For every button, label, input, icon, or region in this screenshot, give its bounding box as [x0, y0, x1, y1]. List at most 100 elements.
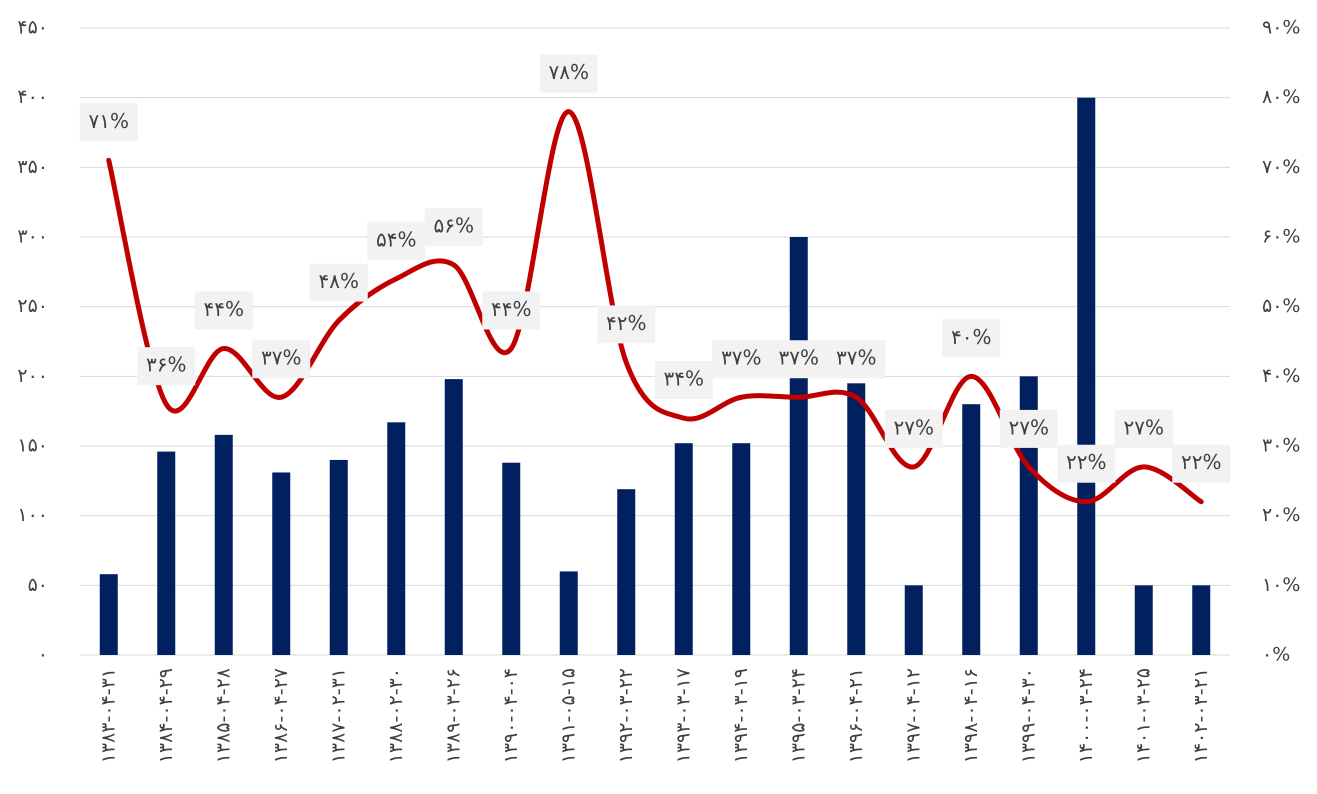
- y-tick-label: ۵۰: [28, 574, 48, 596]
- data-label: ۲۷%: [1009, 415, 1050, 439]
- data-label-box: [137, 347, 196, 386]
- data-label: ۴۰%: [951, 325, 992, 349]
- data-label: ۷۸%: [549, 60, 590, 84]
- y2-tick-label: ۶۰%: [1262, 226, 1300, 248]
- data-label-box: [827, 340, 886, 379]
- data-label: ۲۲%: [1066, 450, 1107, 474]
- bar: [444, 379, 463, 655]
- y-tick-label: ۱۰۰: [17, 504, 48, 526]
- y-tick-label: ۲۰۰: [17, 365, 48, 387]
- y2-tick-label: ۹۰%: [1262, 17, 1300, 39]
- data-label: ۳۶%: [146, 353, 187, 377]
- x-tick-label: ۱۳۹۸-۰۴-۱۶: [960, 668, 982, 763]
- data-label: ۴۴%: [204, 297, 245, 321]
- data-label: ۳۷%: [721, 346, 762, 370]
- y-tick-label: ۰: [38, 644, 48, 666]
- data-label: ۷۱%: [89, 109, 130, 133]
- data-label-box: [999, 409, 1058, 448]
- x-tick-label: ۱۳۸۳-۰۴-۳۱: [97, 668, 119, 763]
- bar: [157, 451, 176, 655]
- data-label-box: [769, 340, 828, 379]
- data-label-box: [1172, 444, 1231, 483]
- bar: [1192, 585, 1211, 655]
- data-label: ۲۲%: [1181, 450, 1222, 474]
- data-label-box: [1057, 444, 1116, 483]
- bar: [904, 585, 923, 655]
- y2-tick-label: ۲۰%: [1262, 504, 1300, 526]
- y2-tick-label: ۷۰%: [1262, 156, 1300, 178]
- bar: [847, 383, 866, 655]
- y2-tick-label: ۴۰%: [1262, 365, 1300, 387]
- data-label-box: [884, 409, 943, 448]
- x-tick-label: ۱۳۸۴-۰۴-۲۹: [155, 668, 177, 763]
- data-label: ۳۷%: [261, 346, 302, 370]
- x-tick-label: ۱۳۹۰-۰۴-۰۴: [500, 668, 522, 763]
- data-label: ۲۷%: [894, 415, 935, 439]
- bar: [789, 237, 808, 655]
- y2-tick-label: ۸۰%: [1262, 86, 1300, 108]
- x-tick-label: ۱۳۹۷-۰۴-۱۲: [902, 668, 924, 763]
- bar: [674, 443, 693, 655]
- x-tick-label: ۱۳۸۷-۰۲-۳۱: [327, 668, 349, 763]
- x-tick-label: ۱۳۹۶-۰۴-۲۱: [845, 668, 867, 763]
- data-label-box: [597, 305, 656, 344]
- data-label-box: [654, 361, 713, 400]
- x-tick-label: ۱۳۸۶-۰۴-۲۷: [270, 668, 292, 763]
- y2-tick-label: ۵۰%: [1262, 295, 1300, 317]
- x-tick-label: ۱۳۹۵-۰۳-۲۴: [787, 668, 809, 763]
- bar: [1134, 585, 1153, 655]
- y2-tick-label: ۰%: [1262, 644, 1290, 666]
- y2-tick-label: ۱۰%: [1262, 574, 1300, 596]
- data-label: ۳۷%: [779, 346, 820, 370]
- bar: [1077, 97, 1096, 655]
- bar: [617, 489, 636, 655]
- y-tick-label: ۳۰۰: [17, 226, 48, 248]
- x-tick-label: ۱۴۰۱-۰۳-۲۵: [1132, 668, 1154, 763]
- data-label-box: [712, 340, 771, 379]
- x-tick-label: ۱۳۸۸-۰۲-۳۰: [385, 668, 407, 763]
- x-tick-label: ۱۳۸۵-۰۴-۲۸: [212, 668, 234, 763]
- data-label: ۴۸%: [319, 269, 360, 293]
- x-tick-label: ۱۳۹۹-۰۴-۳۰: [1017, 668, 1039, 763]
- data-label-box: [424, 207, 483, 246]
- y-tick-label: ۴۰۰: [17, 86, 48, 108]
- x-tick-label: ۱۳۹۲-۰۳-۲۲: [615, 668, 637, 763]
- x-tick-label: ۱۴۰۰-۰۳-۲۴: [1075, 668, 1097, 763]
- data-label-box: [252, 340, 311, 379]
- bar: [502, 462, 521, 655]
- data-label: ۳۴%: [664, 367, 705, 391]
- data-label-box: [79, 103, 138, 142]
- line: [106, 109, 1204, 505]
- data-label: ۳۷%: [836, 346, 877, 370]
- data-label-box: [482, 291, 541, 330]
- bar: [387, 422, 406, 655]
- data-label-box: [367, 221, 426, 260]
- x-tick-label: ۱۳۹۴-۰۳-۱۹: [730, 668, 752, 763]
- data-label-box: [309, 263, 368, 302]
- bar: [214, 434, 233, 655]
- data-label: ۵۴%: [376, 227, 417, 251]
- y-tick-label: ۴۵۰: [17, 17, 48, 39]
- data-label: ۴۴%: [491, 297, 532, 321]
- bar: [272, 472, 291, 655]
- bar: [99, 574, 118, 655]
- data-label-box: [539, 54, 598, 93]
- data-label: ۲۷%: [1124, 415, 1165, 439]
- x-tick-label: ۱۴۰۲-۰۳-۲۱: [1190, 668, 1212, 763]
- data-label: ۴۲%: [606, 311, 647, 335]
- x-tick-label: ۱۳۹۳-۰۳-۱۷: [672, 668, 694, 763]
- bar: [732, 443, 751, 655]
- data-label-box: [942, 319, 1001, 358]
- data-label-box: [1114, 409, 1173, 448]
- y-tick-label: ۱۵۰: [17, 435, 48, 457]
- y-tick-label: ۲۵۰: [17, 295, 48, 317]
- data-label: ۵۶%: [434, 213, 475, 237]
- bar: [329, 459, 348, 655]
- data-label-box: [194, 291, 253, 330]
- x-tick-label: ۱۳۸۹-۰۳-۲۶: [442, 668, 464, 763]
- bar: [962, 404, 981, 655]
- bar: [559, 571, 578, 655]
- y-tick-label: ۳۵۰: [17, 156, 48, 178]
- x-tick-label: ۱۳۹۱-۰۵-۱۵: [557, 668, 579, 763]
